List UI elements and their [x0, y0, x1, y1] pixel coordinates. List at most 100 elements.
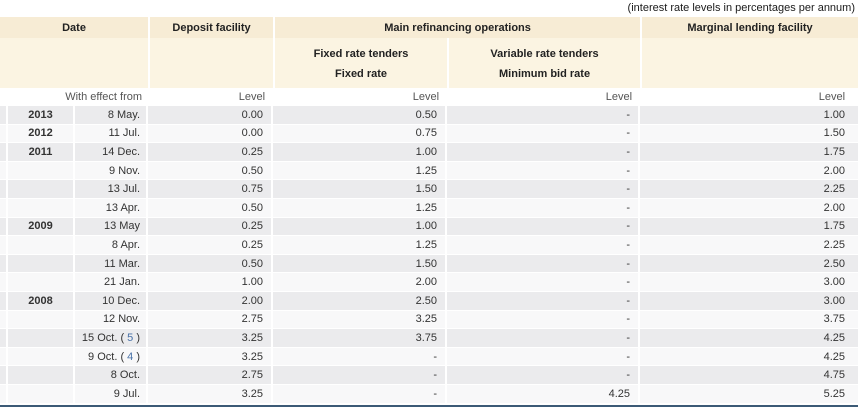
- marginal-lending-level-cell: 3.00: [640, 291, 858, 311]
- deposit-facility-level-cell: 0.50: [148, 254, 274, 274]
- year-cell: 2013: [8, 106, 75, 125]
- fixed-rate-level-cell: 1.00: [273, 217, 448, 237]
- deposit-facility-level-cell: 2.00: [148, 291, 274, 311]
- subheader-date-spacer: [0, 38, 149, 88]
- marginal-lending-level-cell: 5.25: [640, 384, 858, 404]
- subheader-minimum-bid-rate: Minimum bid rate: [499, 68, 591, 80]
- table-row: 2008 10 Dec. 2.00 2.50-3.00: [0, 291, 858, 311]
- table-row: 8 Oct. 2.75- -4.75: [0, 366, 858, 385]
- year-cell: [8, 161, 75, 181]
- table-body: 2013 8 May. 0.00 0.50-1.00 2012 11 Jul. 0.00 0.…: [0, 106, 858, 404]
- year-cell: [8, 180, 75, 199]
- minimum-bid-rate-level-cell: -: [447, 198, 641, 218]
- table-row: 2009 13 May 0.25 1.00-1.75: [0, 217, 858, 237]
- subheader-variable-rate-tenders: Variable rate tenders: [490, 48, 599, 60]
- level-label-deposit: Level: [148, 88, 274, 106]
- year-cell: [8, 366, 75, 385]
- fixed-rate-level-cell: -: [273, 347, 448, 367]
- minimum-bid-rate-level-cell: -: [447, 273, 641, 292]
- minimum-bid-rate-level-cell: -: [447, 236, 641, 255]
- date-cell: 10 Dec.: [75, 291, 149, 311]
- marginal-lending-level-cell: 4.75: [640, 366, 858, 385]
- table-row: 9 Jul. 3.25-4.25 5.25: [0, 384, 858, 404]
- minimum-bid-rate-level-cell: -: [447, 329, 641, 348]
- table-row: 9 Nov. 0.50 1.25-2.00: [0, 161, 858, 181]
- fixed-rate-level-cell: 1.00: [273, 143, 448, 162]
- row-spacer-cell: [0, 310, 8, 330]
- table-row: 12 Nov. 2.75 3.25-3.75: [0, 310, 858, 330]
- minimum-bid-rate-level-cell: -: [447, 180, 641, 199]
- deposit-facility-level-cell: 3.25: [148, 384, 274, 404]
- year-cell: [8, 384, 75, 404]
- date-cell: 11 Jul.: [75, 124, 149, 144]
- level-label-minimum-bid-rate: Level: [447, 88, 641, 106]
- subheader-marginal-spacer: [640, 38, 858, 88]
- fixed-rate-level-cell: 1.50: [273, 254, 448, 274]
- column-header-deposit-facility: Deposit facility: [148, 17, 274, 38]
- fixed-rate-level-cell: 2.50: [273, 291, 448, 311]
- marginal-lending-level-cell: 2.25: [640, 180, 858, 199]
- date-cell: 8 Apr.: [75, 236, 149, 255]
- with-effect-from-label: With effect from: [0, 88, 149, 106]
- minimum-bid-rate-level-cell: -: [447, 124, 641, 144]
- subheader-deposit-spacer: [148, 38, 274, 88]
- deposit-facility-level-cell: 0.50: [148, 198, 274, 218]
- row-spacer-cell: [0, 161, 8, 181]
- year-cell: 2008: [8, 291, 75, 311]
- column-header-date: Date: [0, 17, 149, 38]
- deposit-facility-level-cell: 0.50: [148, 161, 274, 181]
- table-row: 2012 11 Jul. 0.00 0.75-1.50: [0, 124, 858, 144]
- row-spacer-cell: [0, 366, 8, 385]
- footnote-link[interactable]: 5: [127, 331, 134, 344]
- date-cell: 13 Jul.: [75, 180, 149, 199]
- table-row: 15 Oct. ( 5 ) 3.25 3.75-4.25: [0, 329, 858, 348]
- minimum-bid-rate-level-cell: -: [447, 291, 641, 311]
- date-cell: 14 Dec.: [75, 143, 149, 162]
- year-cell: [8, 254, 75, 274]
- table-row: 11 Mar. 0.50 1.50-2.50: [0, 254, 858, 274]
- minimum-bid-rate-level-cell: -: [447, 143, 641, 162]
- date-cell: 9 Jul.: [75, 384, 149, 404]
- row-spacer-cell: [0, 254, 8, 274]
- deposit-facility-level-cell: 0.25: [148, 217, 274, 237]
- deposit-facility-level-cell: 2.75: [148, 366, 274, 385]
- minimum-bid-rate-level-cell: -: [447, 347, 641, 367]
- level-label-fixed-rate: Level: [273, 88, 448, 106]
- marginal-lending-level-cell: 2.00: [640, 198, 858, 218]
- table-header-row: Date Deposit facility Main refinancing o…: [0, 17, 858, 38]
- fixed-rate-level-cell: 2.00: [273, 273, 448, 292]
- fixed-rate-level-cell: 3.25: [273, 310, 448, 330]
- row-spacer-cell: [0, 273, 8, 292]
- subheader-fixed-rate-tenders-cell: Fixed rate tenders Fixed rate: [273, 38, 448, 88]
- deposit-facility-level-cell: 1.00: [148, 273, 274, 292]
- row-spacer-cell: [0, 124, 8, 144]
- table-row: 2011 14 Dec. 0.25 1.00-1.75: [0, 143, 858, 162]
- year-cell: 2011: [8, 143, 75, 162]
- marginal-lending-level-cell: 1.50: [640, 124, 858, 144]
- year-cell: 2009: [8, 217, 75, 237]
- fixed-rate-level-cell: -: [273, 366, 448, 385]
- fixed-rate-level-cell: 1.25: [273, 198, 448, 218]
- minimum-bid-rate-level-cell: -: [447, 161, 641, 181]
- row-spacer-cell: [0, 384, 8, 404]
- date-cell: 9 Nov.: [75, 161, 149, 181]
- marginal-lending-level-cell: 4.25: [640, 329, 858, 348]
- fixed-rate-level-cell: 1.25: [273, 236, 448, 255]
- marginal-lending-level-cell: 4.25: [640, 347, 858, 367]
- fixed-rate-level-cell: -: [273, 384, 448, 404]
- minimum-bid-rate-level-cell: 4.25: [447, 384, 641, 404]
- deposit-facility-level-cell: 0.75: [148, 180, 274, 199]
- fixed-rate-level-cell: 1.25: [273, 161, 448, 181]
- marginal-lending-level-cell: 1.75: [640, 143, 858, 162]
- fixed-rate-level-cell: 0.50: [273, 106, 448, 125]
- year-cell: [8, 310, 75, 330]
- year-cell: 2012: [8, 124, 75, 144]
- table-row: 9 Oct. ( 4 ) 3.25- -4.25: [0, 347, 858, 367]
- row-spacer-cell: [0, 143, 8, 162]
- date-cell: 11 Mar.: [75, 254, 149, 274]
- year-cell: [8, 273, 75, 292]
- table-row: 8 Apr. 0.25 1.25-2.25: [0, 236, 858, 255]
- column-header-main-refinancing-operations: Main refinancing operations: [273, 17, 641, 38]
- footnote-link[interactable]: 4: [127, 350, 134, 363]
- year-cell: [8, 329, 75, 348]
